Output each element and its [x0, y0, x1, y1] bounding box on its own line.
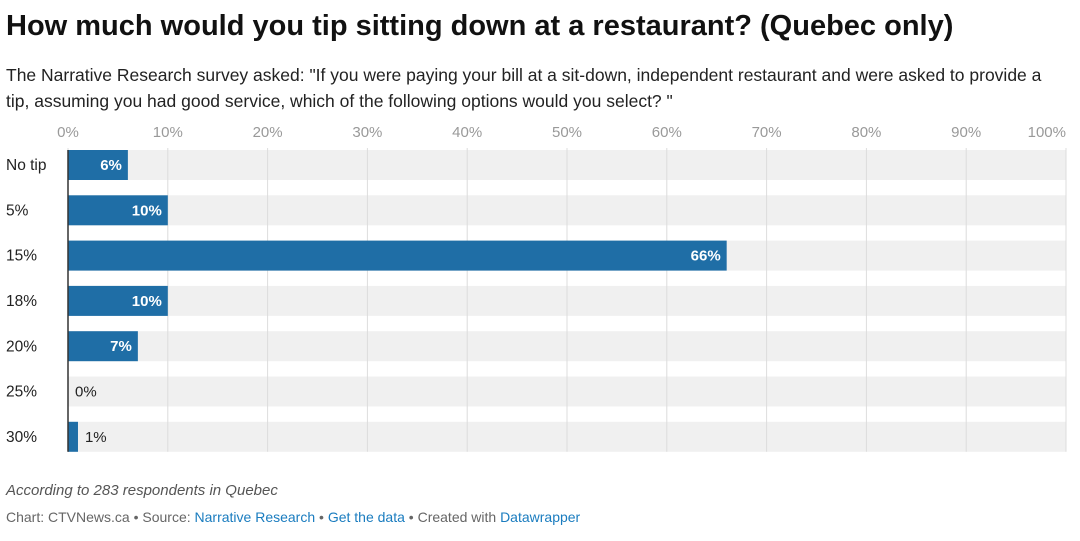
- value-label: 7%: [110, 338, 132, 355]
- credit: Chart: CTVNews.ca: [6, 509, 130, 525]
- bar: [68, 150, 128, 180]
- value-label: 10%: [132, 202, 162, 219]
- tool-link[interactable]: Datawrapper: [500, 509, 581, 525]
- x-tick-label: 30%: [352, 124, 382, 141]
- bar: [68, 195, 168, 226]
- source-link[interactable]: Narrative Research: [194, 509, 316, 525]
- x-tick-label: 10%: [153, 124, 183, 141]
- y-tick-label: 30%: [6, 429, 37, 446]
- separator: •: [133, 509, 139, 525]
- y-tick-label: 18%: [6, 293, 37, 310]
- x-tick-label: 40%: [452, 124, 482, 141]
- x-tick-label: 80%: [851, 124, 881, 141]
- value-label: 66%: [691, 248, 721, 265]
- chart-subtitle: The Narrative Research survey asked: "If…: [6, 65, 1042, 111]
- value-label: 0%: [75, 383, 97, 400]
- value-label: 10%: [132, 293, 162, 310]
- chart-note: According to 283 respondents in Quebec: [6, 482, 278, 499]
- value-label: 6%: [100, 157, 122, 174]
- separator: •: [319, 509, 324, 525]
- x-tick-label: 50%: [552, 124, 582, 141]
- x-tick-label: 100%: [1028, 124, 1066, 141]
- x-tick-label: 60%: [652, 124, 682, 141]
- x-tick-label: 70%: [752, 124, 782, 141]
- y-tick-label: 25%: [6, 384, 37, 401]
- bar: [68, 285, 168, 316]
- x-tick-label: 20%: [253, 124, 283, 141]
- x-tick-label: 90%: [951, 124, 981, 141]
- y-tick-label: 5%: [6, 202, 29, 219]
- bar: [68, 240, 727, 271]
- x-tick-label: 0%: [57, 124, 79, 141]
- source-label: Source:: [142, 509, 191, 525]
- y-tick-label: 15%: [6, 248, 37, 265]
- separator: •: [408, 509, 414, 525]
- created-with: Created with: [417, 509, 497, 525]
- value-label: 1%: [85, 429, 107, 446]
- bar: [68, 421, 78, 452]
- y-tick-label: 20%: [6, 338, 37, 355]
- get-data-link[interactable]: Get the data: [327, 509, 405, 525]
- footer: Chart: CTVNews.ca • Source: Narrative Re…: [6, 509, 580, 525]
- chart-title: How much would you tip sitting down at a…: [6, 10, 954, 42]
- y-tick-label: No tip: [6, 157, 47, 174]
- bar: [68, 331, 138, 362]
